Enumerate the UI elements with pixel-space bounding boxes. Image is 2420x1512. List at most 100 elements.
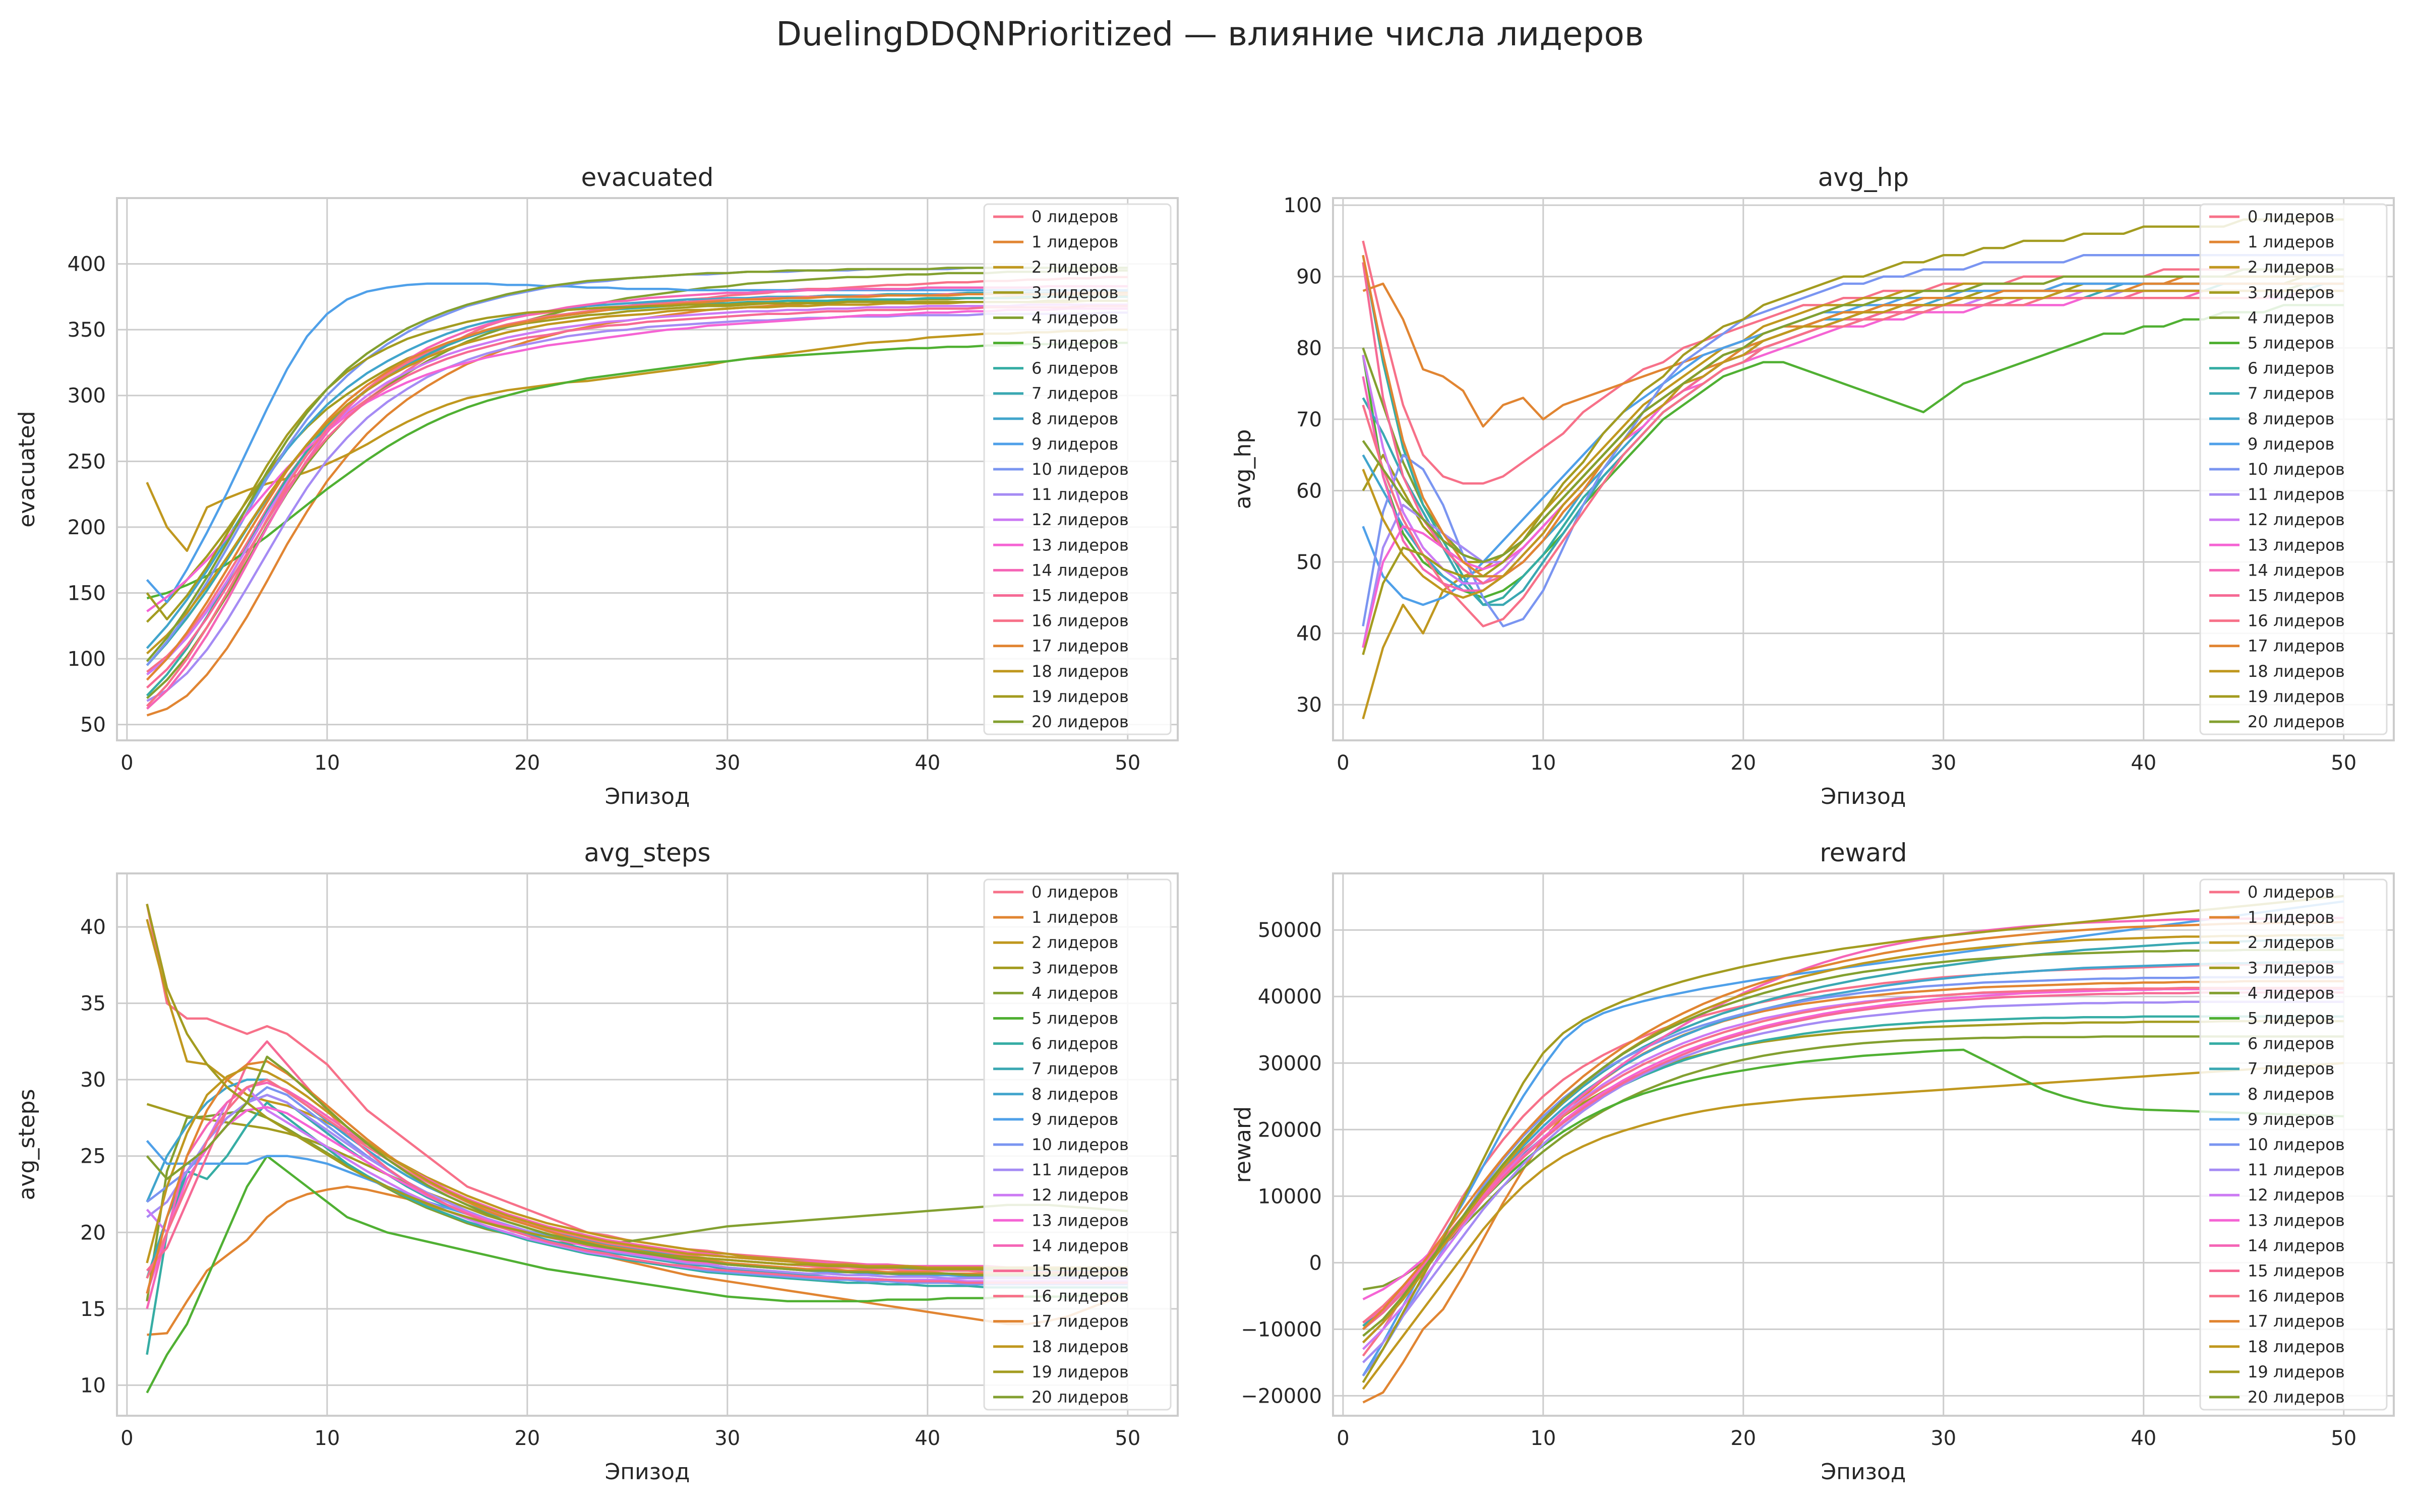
legend-entry: 0 лидеров	[1032, 883, 1118, 902]
legend-entry: 12 лидеров	[1032, 1185, 1129, 1205]
legend-entry: 4 лидеров	[1032, 308, 1118, 327]
legend-entry: 16 лидеров	[2248, 611, 2345, 631]
series-line-18	[146, 1066, 1128, 1269]
series-line-3	[1362, 1020, 2344, 1344]
legend-entry: 17 лидеров	[2248, 1312, 2345, 1331]
y-tick-label: 30	[80, 1068, 106, 1092]
series-line-13	[1362, 987, 2344, 1301]
legend: 0 лидеров 1 лидеров 2 лидеров 3 лидеров 4 ли…	[2199, 203, 2388, 735]
legend-entry: 14 лидеров	[1032, 1236, 1129, 1255]
legend-entry: 18 лидеров	[1032, 1337, 1129, 1356]
series-line-14	[146, 285, 1128, 710]
y-tick-label: −20000	[1241, 1384, 1322, 1408]
series-line-10	[1362, 254, 2344, 627]
series-line-0	[1362, 962, 2344, 1357]
legend-entry: 2 лидеров	[1032, 933, 1118, 952]
x-tick-label: 50	[1115, 1427, 1140, 1450]
y-axis-label: reward	[1230, 1106, 1256, 1183]
legend-box	[2199, 203, 2388, 735]
y-tick-label: 35	[80, 992, 106, 1016]
series-line-18	[1362, 934, 2344, 1344]
series-line-0	[1362, 240, 2344, 485]
legend-entry: 9 лидеров	[2248, 434, 2334, 454]
legend-entry: 16 лидеров	[1032, 611, 1129, 631]
series-line-2	[146, 328, 1128, 552]
legend-entry: 1 лидеров	[1032, 908, 1118, 927]
y-tick-label: 20000	[1258, 1118, 1322, 1142]
legend-entry: 0 лидеров	[1032, 207, 1118, 226]
axes-frame	[116, 872, 1179, 1417]
y-tick-label: 50	[1296, 551, 1322, 574]
y-tick-label: 10	[80, 1374, 106, 1397]
y-tick-label: 350	[68, 319, 106, 342]
series-line-11	[1362, 289, 2344, 648]
legend-entry: 7 лидеров	[1032, 384, 1118, 403]
subplot-title: evacuated	[581, 163, 714, 192]
series-line-13	[1362, 289, 2344, 648]
legend-entry: 5 лидеров	[1032, 1009, 1118, 1028]
y-tick-label: 50	[80, 714, 106, 737]
series-line-12	[146, 303, 1128, 676]
series-line-4	[146, 1109, 1128, 1302]
x-tick-label: 0	[1337, 751, 1349, 775]
y-tick-label: 30	[1296, 694, 1322, 717]
series-line-6	[146, 1101, 1128, 1355]
axes-frame	[1332, 872, 2395, 1417]
y-tick-label: 70	[1296, 408, 1322, 431]
x-axis-label: Эпизод	[1821, 784, 1906, 809]
series-line-9	[146, 282, 1128, 604]
legend-entry: 18 лидеров	[2248, 662, 2345, 681]
legend-entry: 19 лидеров	[2248, 687, 2345, 706]
legend-entry: 19 лидеров	[1032, 687, 1129, 706]
legend-entry: 6 лидеров	[1032, 1034, 1118, 1053]
legend-entry: 19 лидеров	[2248, 1362, 2345, 1381]
legend-entry: 20 лидеров	[2248, 1388, 2345, 1407]
legend-entry: 20 лидеров	[1032, 1388, 1129, 1407]
y-tick-label: 90	[1296, 266, 1322, 289]
x-tick-label: 20	[1730, 1427, 1756, 1450]
legend-entry: 10 лидеров	[1032, 460, 1129, 479]
y-tick-label: 60	[1296, 479, 1322, 502]
legend-entry: 16 лидеров	[1032, 1287, 1129, 1306]
x-tick-label: 20	[514, 751, 540, 775]
legend-entry: 1 лидеров	[2248, 908, 2334, 927]
series-line-5	[1362, 1048, 2344, 1331]
y-tick-label: 250	[68, 450, 106, 473]
series-line-13	[146, 307, 1128, 612]
legend-entry: 2 лидеров	[1032, 258, 1118, 277]
x-tick-label: 30	[714, 751, 740, 775]
legend-entry: 9 лидеров	[1032, 1110, 1118, 1129]
legend-entry: 4 лидеров	[2248, 308, 2334, 327]
series-line-15	[1362, 991, 2344, 1331]
legend-entry: 5 лидеров	[2248, 1009, 2334, 1028]
series-line-14	[1362, 917, 2344, 1324]
y-tick-label: 200	[68, 516, 106, 539]
legend-entry: 17 лидеров	[2248, 637, 2345, 656]
series-line-19	[146, 299, 1128, 620]
subplot-title: avg_hp	[1818, 163, 1909, 192]
y-tick-label: 30000	[1258, 1052, 1322, 1075]
y-axis-label: evacuated	[14, 411, 40, 527]
y-tick-label: 40	[80, 916, 106, 939]
x-tick-label: 0	[1337, 1427, 1349, 1450]
x-tick-label: 30	[714, 1427, 740, 1450]
legend-entry: 1 лидеров	[2248, 232, 2334, 251]
legend-entry: 2 лидеров	[2248, 933, 2334, 952]
series-line-11	[146, 1094, 1128, 1280]
y-tick-label: 15	[80, 1298, 106, 1321]
legend-entry: 3 лидеров	[1032, 958, 1118, 977]
x-tick-label: 20	[514, 1427, 540, 1450]
series-line-5	[146, 1155, 1128, 1394]
x-tick-label: 50	[1115, 751, 1140, 775]
legend-entry: 11 лидеров	[1032, 1160, 1129, 1179]
y-tick-label: 300	[68, 385, 106, 408]
legend-entry: 9 лидеров	[1032, 434, 1118, 454]
y-tick-label: 25	[80, 1145, 106, 1168]
legend-entry: 15 лидеров	[2248, 586, 2345, 605]
legend-entry: 12 лидеров	[2248, 510, 2345, 529]
legend-entry: 5 лидеров	[2248, 334, 2334, 353]
series-line-17	[1362, 255, 2344, 578]
legend-entry: 19 лидеров	[1032, 1362, 1129, 1381]
chart-panel-avg_steps: 0 10 20 30 40 50 10 15 20 25 30 35 40 avg_steps Эпизод…	[14, 838, 1179, 1485]
legend-entry: 15 лидеров	[2248, 1261, 2345, 1280]
